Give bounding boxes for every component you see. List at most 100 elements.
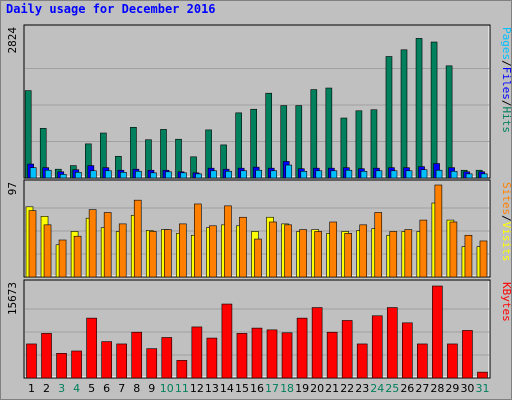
kbytes-bar (296, 317, 308, 379)
kbytes-bar (221, 303, 233, 379)
x-tick-label: 23 (355, 382, 369, 395)
pages-bar (315, 170, 323, 179)
sites-bar (224, 205, 232, 278)
x-tick-label: 25 (385, 382, 399, 395)
sites-bar (329, 221, 337, 278)
sites-bar (344, 233, 352, 278)
x-tick-label: 26 (400, 382, 414, 395)
sites-bar (103, 212, 112, 278)
hits-bar (385, 56, 393, 179)
pages-bar (330, 170, 338, 179)
x-tick-label: 2 (43, 382, 50, 395)
kbytes-bar (26, 343, 37, 379)
x-tick-label: 14 (220, 382, 234, 395)
kbytes-bar (311, 307, 323, 379)
hits-legend-entry: Files (500, 67, 512, 100)
x-tick-label: 20 (310, 382, 324, 395)
hits-bar (265, 92, 273, 179)
hits-bar (415, 38, 423, 179)
kbytes-legend: KBytes (500, 282, 512, 322)
page-title: Daily usage for December 2016 (6, 2, 216, 16)
hits-bar (310, 89, 318, 179)
pages-bar (240, 170, 247, 179)
x-tick-label: 17 (265, 382, 279, 395)
sites-bar (374, 212, 383, 278)
x-tick-label: 28 (430, 382, 444, 395)
x-tick-label: 29 (445, 382, 459, 395)
kbytes-bar (176, 360, 188, 379)
pages-bar (225, 170, 232, 179)
kbytes-bar (41, 333, 52, 379)
kbytes-bar (326, 331, 338, 379)
pages-bar (150, 172, 157, 179)
kbytes-bar (447, 343, 458, 379)
x-tick-label: 24 (370, 382, 384, 395)
sites-bar (88, 209, 97, 278)
kbytes-bar (386, 307, 398, 379)
x-tick-label: 16 (250, 382, 264, 395)
kbytes-bar (266, 329, 278, 379)
pages-bar (300, 170, 308, 179)
sites-bar (299, 229, 307, 278)
sites-bar (479, 240, 488, 278)
sites-bar (449, 221, 458, 278)
kbytes-bar (146, 348, 158, 379)
hits-bar (355, 110, 363, 179)
x-tick-label: 8 (133, 382, 140, 395)
kbytes-bar (131, 331, 143, 379)
x-tick-label: 7 (118, 382, 125, 395)
pages-bar (450, 170, 458, 179)
hits-legend-entry: / (500, 60, 512, 67)
kbytes-bar (206, 337, 218, 379)
x-tick-label: 30 (460, 382, 474, 395)
x-tick-label: 1 (28, 382, 35, 395)
kbytes-bar (71, 350, 82, 379)
kbytes-bar (251, 327, 263, 379)
hits-bar (400, 49, 408, 179)
visits-ymax-label: 97 (6, 182, 19, 195)
x-tick-label: 10 (160, 382, 174, 395)
pages-bar (210, 170, 217, 179)
hits-bar (325, 87, 333, 179)
kbytes-bar (432, 285, 443, 379)
kbytes-bar (236, 333, 248, 379)
visits-legend-entry: Sites (500, 182, 512, 215)
kbytes-legend-entry: KBytes (500, 282, 512, 322)
kbytes-bar (101, 341, 112, 379)
pages-bar (195, 173, 202, 179)
kbytes-bar (402, 322, 413, 379)
sites-bar (163, 229, 172, 278)
sites-bar (239, 216, 247, 278)
pages-bar (74, 172, 82, 179)
x-tick-label: 31 (475, 382, 489, 395)
sites-bar (148, 231, 157, 278)
x-tick-label: 13 (205, 382, 219, 395)
pages-bar (360, 170, 368, 179)
pages-bar (480, 173, 488, 179)
hits-bar (295, 105, 303, 179)
pages-bar (465, 173, 473, 179)
kbytes-bar (281, 332, 293, 379)
sites-bar (434, 184, 443, 278)
visits-legend-entry: / (500, 215, 512, 222)
sites-bar (464, 234, 473, 278)
sites-bar (209, 225, 217, 278)
sites-bar (43, 224, 52, 278)
pages-bar (420, 169, 428, 179)
kbytes-bar (371, 315, 383, 379)
sites-bar (314, 231, 322, 278)
x-tick-label: 21 (325, 382, 339, 395)
hits-bar (430, 41, 438, 179)
pages-bar (435, 169, 443, 179)
pages-bar (165, 171, 172, 179)
pages-bar (59, 174, 67, 179)
hits-bar (445, 65, 453, 179)
pages-bar (270, 170, 278, 179)
x-tick-label: 4 (73, 382, 80, 395)
x-tick-label: 27 (415, 382, 429, 395)
x-tick-label: 5 (88, 382, 95, 395)
kbytes-bar (191, 326, 203, 379)
hits-bar (370, 109, 378, 179)
sites-bar (133, 199, 142, 278)
